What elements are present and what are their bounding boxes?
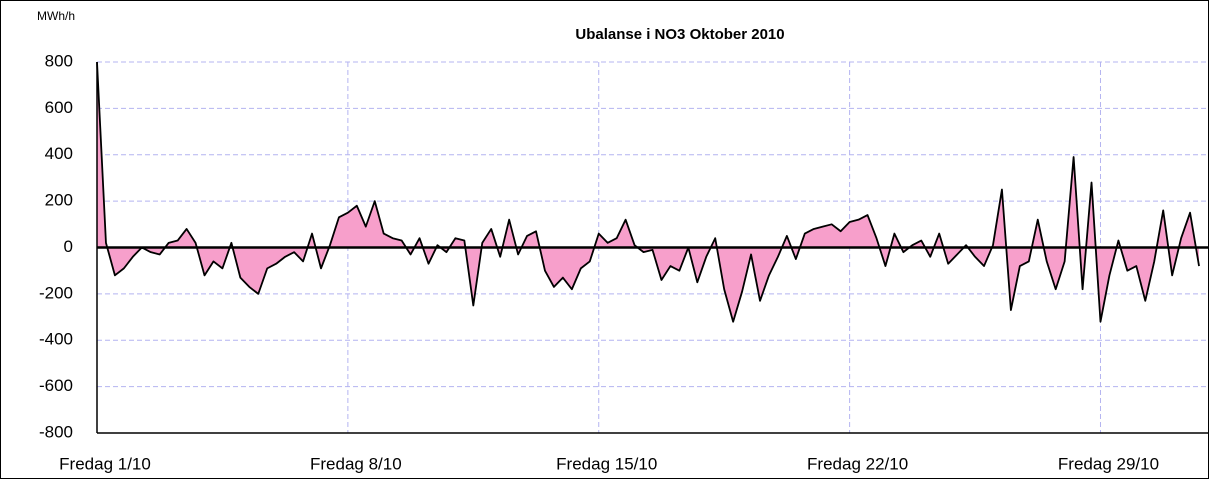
- y-tick-label: -400: [39, 330, 73, 349]
- y-tick-label: 600: [45, 98, 73, 117]
- y-tick-label: -800: [39, 422, 73, 441]
- y-tick-label: 200: [45, 191, 73, 210]
- x-tick-label: Fredag 29/10: [1058, 454, 1159, 473]
- line: [96, 61, 1200, 323]
- chart-title: Ubalanse i NO3 Oktober 2010: [575, 26, 784, 43]
- y-axis-label: MWh/h: [37, 9, 75, 23]
- x-tick-label: Fredag 1/10: [59, 454, 151, 473]
- x-tick-label: Fredag 15/10: [556, 454, 657, 473]
- x-tick-label: Fredag 22/10: [807, 454, 908, 473]
- x-tick-label: Fredag 8/10: [310, 454, 402, 473]
- y-tick-label: 800: [45, 51, 73, 70]
- y-tick-label: 0: [64, 237, 73, 256]
- y-tick-label: 400: [45, 144, 73, 163]
- y-tick-label: -600: [39, 376, 73, 395]
- y-tick-label: -200: [39, 283, 73, 302]
